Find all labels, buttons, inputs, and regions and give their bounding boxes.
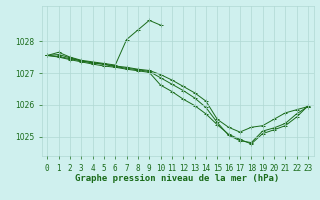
X-axis label: Graphe pression niveau de la mer (hPa): Graphe pression niveau de la mer (hPa) [76,174,280,183]
